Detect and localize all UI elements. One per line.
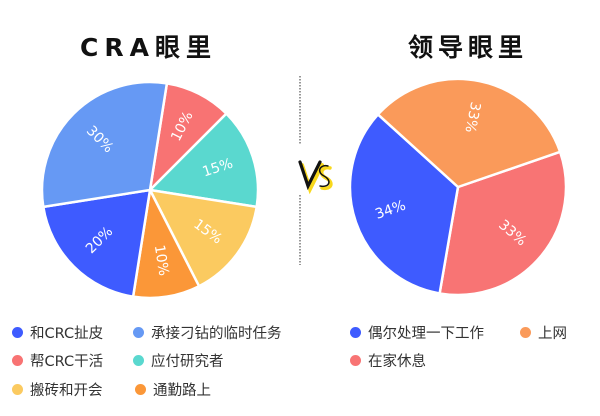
pie-slice [348,113,460,295]
legend-item: 偶尔处理一下工作 [350,322,484,343]
legend-item: 和CRC扯皮 [12,322,103,343]
legend-item: 通勤路上 [135,379,211,400]
legend-label: 通勤路上 [153,383,211,399]
legend-item: 上网 [520,322,567,343]
right-chart-title: 领导眼里 [408,33,529,62]
vs-icon [298,160,333,195]
pie-slice [148,112,260,209]
legend-label: 承接刁钻的临时任务 [151,326,282,342]
pie-slice [376,77,562,189]
legend-item: 应付研究者 [133,350,224,371]
legend-label: 偶尔处理一下工作 [368,326,484,342]
legend-label: 应付研究者 [151,354,224,370]
legend-dot-icon [12,355,23,366]
pie-slice [42,188,152,298]
legend-label: 和CRC扯皮 [30,326,104,342]
legend-dot-icon [12,327,23,338]
legend-dot-icon [133,355,144,366]
legend-item: 在家休息 [350,350,426,371]
legend-label: 搬砖和开会 [30,383,103,399]
pie-slice [438,150,568,297]
legend-label: 帮CRC干活 [30,354,104,370]
right-pie-chart: 33%34%33% [348,77,568,297]
left-chart-title: CRA眼里 [80,33,217,62]
pie-slice [148,188,258,288]
legend-item: 帮CRC干活 [12,350,103,371]
left-pie-chart: 10%15%15%10%20%30% [40,80,260,300]
legend-label: 上网 [538,326,567,342]
legend-label: 在家休息 [368,354,426,370]
legend-item: 搬砖和开会 [12,379,103,400]
legend-dot-icon [133,327,144,338]
legend-dot-icon [520,327,531,338]
pie-slice [40,80,169,209]
legend-dot-icon [350,355,361,366]
pie-slice-label: 10% [151,244,172,277]
legend-item: 承接刁钻的临时任务 [133,322,282,343]
pie-slice-label: 33% [461,100,483,134]
legend-dot-icon [12,384,23,395]
legend-dot-icon [135,384,146,395]
legend-dot-icon [350,327,361,338]
